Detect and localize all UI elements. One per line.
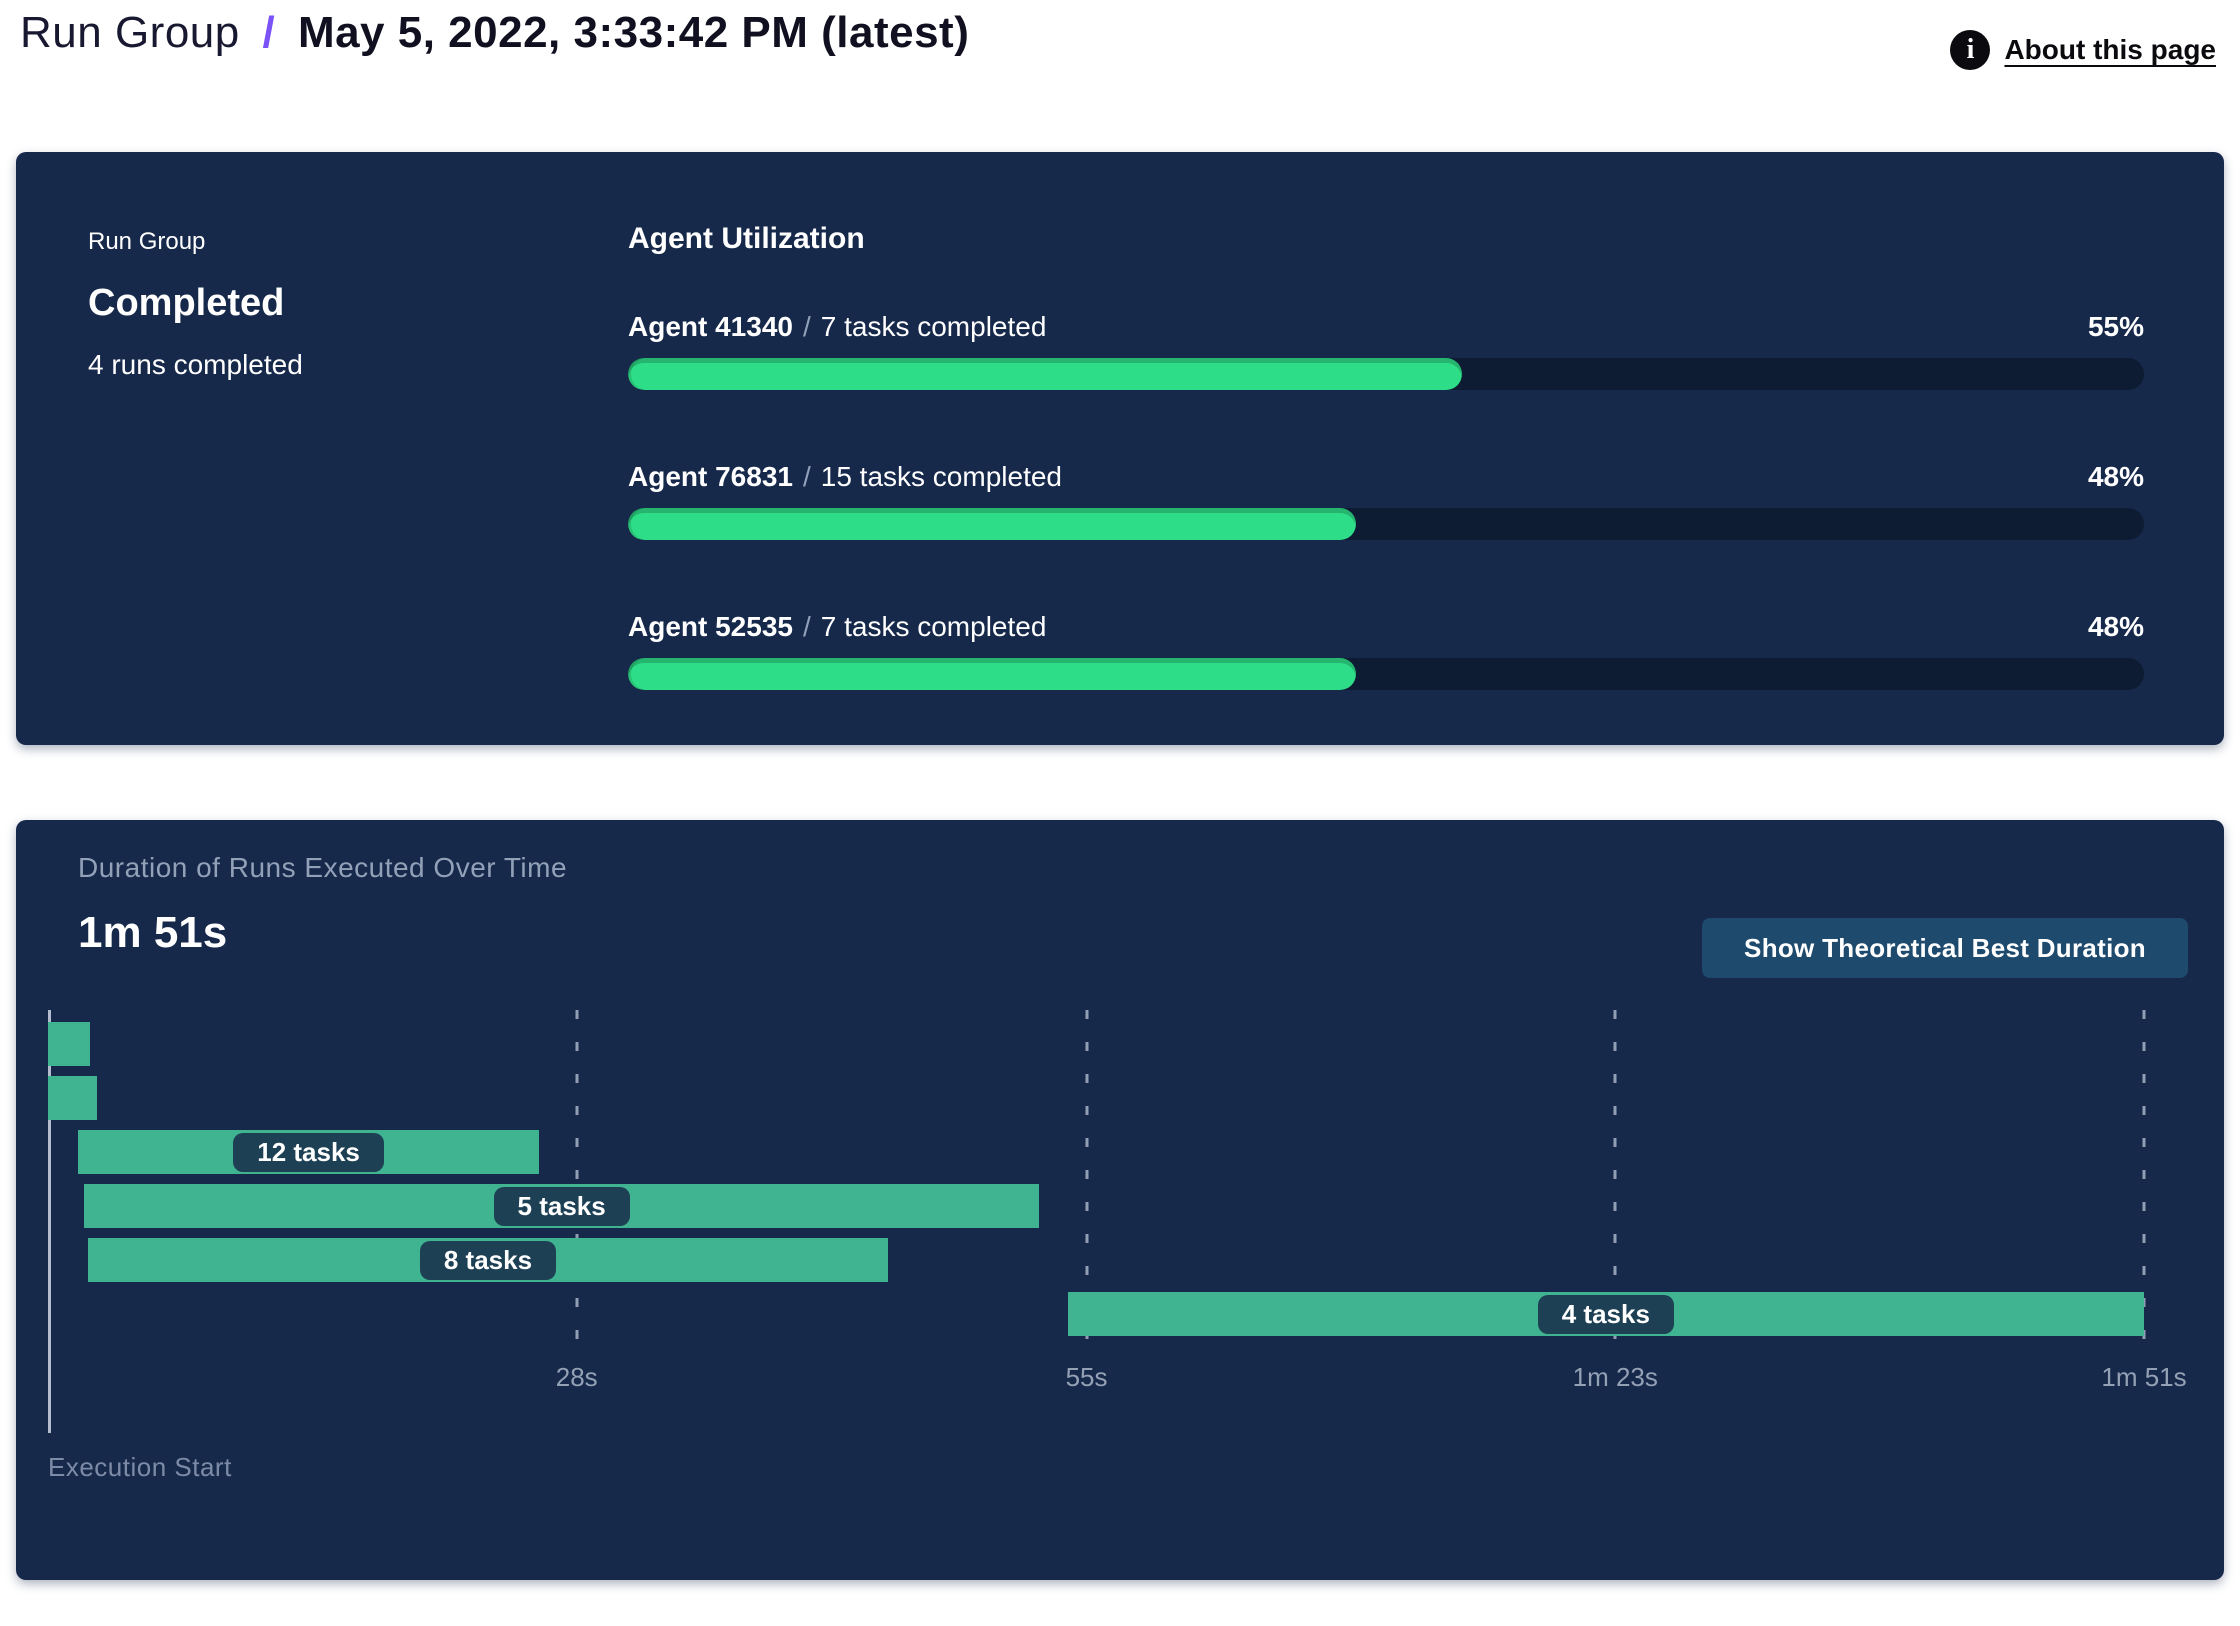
breadcrumb-slash: / — [262, 8, 276, 57]
gantt-row: 12 tasks — [48, 1130, 2144, 1174]
about-this-page[interactable]: i About this page — [1950, 30, 2216, 70]
utilization-bar-fill — [628, 658, 1356, 690]
task-count-pill: 4 tasks — [1537, 1294, 1674, 1334]
page-title: May 5, 2022, 3:33:42 PM (latest) — [297, 8, 970, 57]
run-duration-bar: 12 tasks — [78, 1130, 539, 1174]
info-icon[interactable]: i — [1950, 30, 1991, 70]
gantt-row — [48, 1022, 2144, 1066]
agent-name: Agent 76831 — [628, 461, 793, 492]
breadcrumb: Run Group / May 5, 2022, 3:33:42 PM (lat… — [20, 8, 969, 58]
run-group-status: Run Group Completed 4 runs completed — [88, 228, 303, 381]
execution-start-label: Execution Start — [48, 1452, 232, 1482]
utilization-bar-fill — [628, 358, 1462, 390]
agent-utilization-title: Agent Utilization — [628, 222, 865, 255]
gantt-row — [48, 1076, 2144, 1120]
gantt-rows: 12 tasks 5 tasks 8 tasks 4 tasks — [48, 1022, 2144, 1346]
total-duration-value: 1m 51s — [78, 908, 228, 957]
agent-label-separator: / — [802, 461, 811, 492]
agent-utilization-percent: 48% — [2087, 611, 2144, 642]
duration-chart-title: Duration of Runs Executed Over Time — [78, 852, 568, 883]
agent-label-line: Agent 76831 / 15 tasks completed 48% — [628, 460, 2144, 494]
run-group-summary-panel: Run Group Completed 4 runs completed Age… — [16, 152, 2224, 745]
agent-utilization-percent: 48% — [2087, 461, 2144, 492]
runs-completed-count: 4 runs completed — [88, 349, 303, 380]
agent-label-line: Agent 41340 / 7 tasks completed 55% — [628, 310, 2144, 344]
tick-gridline — [1085, 1010, 1089, 1350]
agent-label-line: Agent 52535 / 7 tasks completed 48% — [628, 610, 2144, 644]
about-this-page-link[interactable]: About this page — [2004, 34, 2216, 65]
gantt-row: 4 tasks — [48, 1292, 2144, 1336]
agent-utilization-section: Agent Utilization Agent 41340 / 7 tasks co… — [628, 222, 2144, 690]
show-theoretical-best-duration-button[interactable]: Show Theoretical Best Duration — [1702, 918, 2188, 978]
execution-start-axis-line — [48, 1010, 51, 1433]
page-header: Run Group / May 5, 2022, 3:33:42 PM (lat… — [0, 0, 2240, 120]
tick-gridline — [2142, 1010, 2146, 1350]
task-count-pill: 5 tasks — [493, 1186, 630, 1226]
run-duration-bar — [48, 1022, 90, 1066]
agent-row: Agent 41340 / 7 tasks completed 55% — [628, 310, 2144, 390]
gantt-row: 5 tasks — [48, 1184, 2144, 1228]
utilization-bar-track — [628, 508, 2144, 540]
agent-utilization-percent: 55% — [2087, 311, 2144, 342]
gantt-chart: 12 tasks 5 tasks 8 tasks 4 tasks 28s 55s 1m 2… — [48, 1010, 2187, 1433]
tick-label: 28s — [555, 1362, 598, 1392]
utilization-bar-track — [628, 658, 2144, 690]
agent-tasks-completed: 7 tasks completed — [820, 611, 1047, 642]
tick-label: 1m 51s — [2101, 1362, 2187, 1392]
status-value: Completed — [88, 282, 285, 324]
task-count-pill: 12 tasks — [233, 1132, 384, 1172]
run-duration-bar: 5 tasks — [83, 1184, 1040, 1228]
run-duration-bar: 4 tasks — [1067, 1292, 2144, 1336]
agent-tasks-completed: 15 tasks completed — [820, 461, 1062, 492]
agent-label-separator: / — [802, 311, 811, 342]
agent-rows: Agent 41340 / 7 tasks completed 55% Agent 76… — [628, 310, 2144, 690]
tick-label: 55s — [1065, 1362, 1108, 1392]
tick-gridline — [575, 1010, 579, 1350]
agent-tasks-completed: 7 tasks completed — [820, 311, 1047, 342]
run-duration-bar: 8 tasks — [87, 1238, 889, 1282]
utilization-bar-fill — [628, 508, 1356, 540]
gantt-row: 8 tasks — [48, 1238, 2144, 1282]
agent-name: Agent 52535 — [628, 611, 793, 642]
breadcrumb-run-group: Run Group — [20, 8, 240, 57]
tick-gridline — [1613, 1010, 1617, 1350]
task-count-pill: 8 tasks — [419, 1240, 557, 1280]
agent-row: Agent 76831 / 15 tasks completed 48% — [628, 460, 2144, 540]
agent-label-separator: / — [802, 611, 811, 642]
tick-label: 1m 23s — [1572, 1362, 1658, 1392]
run-duration-bar — [48, 1076, 98, 1120]
agent-row: Agent 52535 / 7 tasks completed 48% — [628, 610, 2144, 690]
utilization-bar-track — [628, 358, 2144, 390]
duration-chart-panel: Duration of Runs Executed Over Time 1m 5… — [16, 820, 2224, 1580]
agent-name: Agent 41340 — [628, 311, 793, 342]
run-group-label: Run Group — [88, 228, 206, 255]
